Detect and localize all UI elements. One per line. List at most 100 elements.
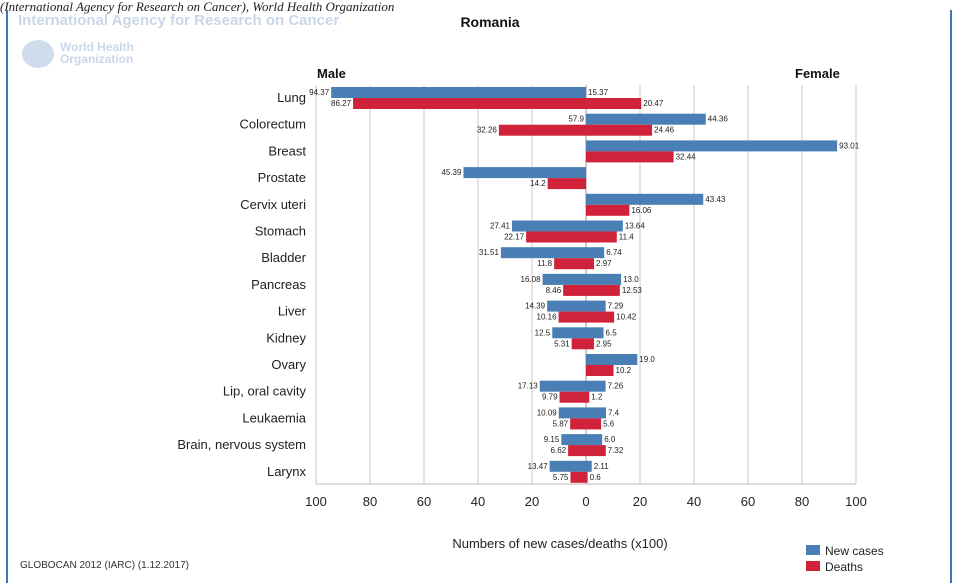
value-label-female-new: 44.36 [708,115,729,124]
value-label-female-deaths: 24.46 [654,126,675,135]
value-label-male-deaths: 32.26 [477,126,498,135]
x-tick-label: 100 [845,494,867,509]
x-tick-label: 40 [687,494,701,509]
bar-male-deaths [554,258,586,270]
bar-female-new-cases [586,113,706,125]
category-label: Larynx [267,464,307,479]
x-tick-label: 0 [582,494,589,509]
value-label-female-deaths: 0.6 [590,473,602,482]
bar-female-deaths [586,365,614,376]
category-label: Brain, nervous system [177,437,306,452]
value-label-male-deaths: 8.46 [546,286,562,295]
bar-male-new-cases [539,380,586,392]
value-label-male-deaths: 11.8 [537,259,553,268]
bar-male-new-cases [511,220,586,232]
bar-male-new-cases [542,273,586,285]
value-label-male-new: 27.41 [490,222,511,231]
value-label-male-new: 14.39 [525,302,546,311]
value-label-female-deaths: 10.42 [616,313,637,322]
value-label-male-deaths: 86.27 [331,99,352,108]
category-label: Leukaemia [242,410,306,425]
bar-male-deaths [526,231,586,243]
bar-male-deaths [558,311,586,323]
value-label-female-deaths: 11.4 [619,233,635,242]
category-label: Breast [268,143,306,158]
value-label-female-deaths: 5.6 [603,419,615,428]
bar-female-deaths [586,284,620,296]
value-label-female-deaths: 2.97 [596,259,612,268]
bar-male-deaths [570,471,586,483]
legend-label-deaths: Deaths [825,560,863,574]
source-footer: GLOBOCAN 2012 (IARC) (1.12.2017) [20,560,189,571]
legend-swatch-deaths [806,561,820,571]
bar-male-deaths [570,418,586,430]
bar-male-new-cases [552,327,586,339]
bar-male-new-cases [558,407,586,419]
bar-male-new-cases [331,87,586,98]
value-label-male-new: 10.09 [537,408,558,417]
value-label-male-deaths: 5.75 [553,473,569,482]
who-logo-icon [22,40,54,68]
who-line-2: Organization [60,52,134,66]
category-label: Bladder [261,250,306,265]
bar-female-new-cases [586,140,838,152]
value-label-female-new: 19.0 [639,355,655,364]
chart-title: Romania [460,14,519,30]
value-label-male-deaths: 9.79 [542,393,558,402]
bar-female-deaths [586,418,602,430]
bar-male-deaths [559,391,586,403]
bar-female-deaths [586,98,642,109]
bar-female-new-cases [586,434,603,446]
category-label: Prostate [258,170,306,185]
value-label-female-deaths: 10.2 [616,366,632,375]
value-label-male-new: 45.39 [441,168,462,177]
bar-female-new-cases [586,407,606,419]
bar-female-new-cases [586,460,592,472]
bar-female-deaths [586,231,617,243]
category-label: Pancreas [251,277,306,292]
value-label-female-deaths: 32.44 [676,152,697,161]
bar-female-deaths [586,391,590,403]
bar-male-deaths [498,124,586,136]
value-label-female-new: 7.29 [608,302,624,311]
value-label-male-new: 57.9 [568,115,584,124]
bar-male-deaths [571,338,586,350]
value-label-female-deaths: 16.06 [631,206,652,215]
bar-female-deaths [586,445,606,457]
category-label: Stomach [255,224,306,239]
value-label-male-deaths: 22.17 [504,233,525,242]
category-label: Colorectum [240,117,306,132]
value-label-female-new: 6.5 [606,328,618,337]
bar-female-new-cases [586,220,623,232]
x-tick-label: 100 [305,494,327,509]
x-tick-label: 60 [417,494,431,509]
bar-female-new-cases [586,193,704,205]
category-label: Cervix uteri [240,197,306,212]
bar-male-deaths [568,445,586,457]
value-label-male-new: 9.15 [544,435,560,444]
value-label-male-deaths: 14.2 [530,179,546,188]
value-label-female-new: 13.64 [625,222,646,231]
bar-male-deaths [563,284,586,296]
bar-female-deaths [586,124,653,136]
x-tick-label: 60 [741,494,755,509]
value-label-female-deaths: 7.32 [608,446,624,455]
image-caption: (International Agency for Research on Ca… [0,0,395,14]
value-label-female-new: 6.0 [604,435,616,444]
bar-female-new-cases [586,247,605,259]
x-tick-label: 80 [795,494,809,509]
value-label-female-new: 93.01 [839,141,860,150]
bar-male-deaths [353,98,586,109]
value-label-male-deaths: 5.87 [553,419,569,428]
value-label-male-new: 12.5 [535,328,551,337]
bar-male-new-cases [463,167,586,179]
value-label-female-deaths: 20.47 [643,99,664,108]
x-tick-label: 40 [471,494,485,509]
group-label-female: Female [795,66,840,81]
bar-female-new-cases [586,300,606,312]
category-label: Liver [278,304,307,319]
value-label-female-new: 13.0 [623,275,639,284]
value-label-female-new: 6.74 [606,248,622,257]
bar-female-new-cases [586,327,604,339]
